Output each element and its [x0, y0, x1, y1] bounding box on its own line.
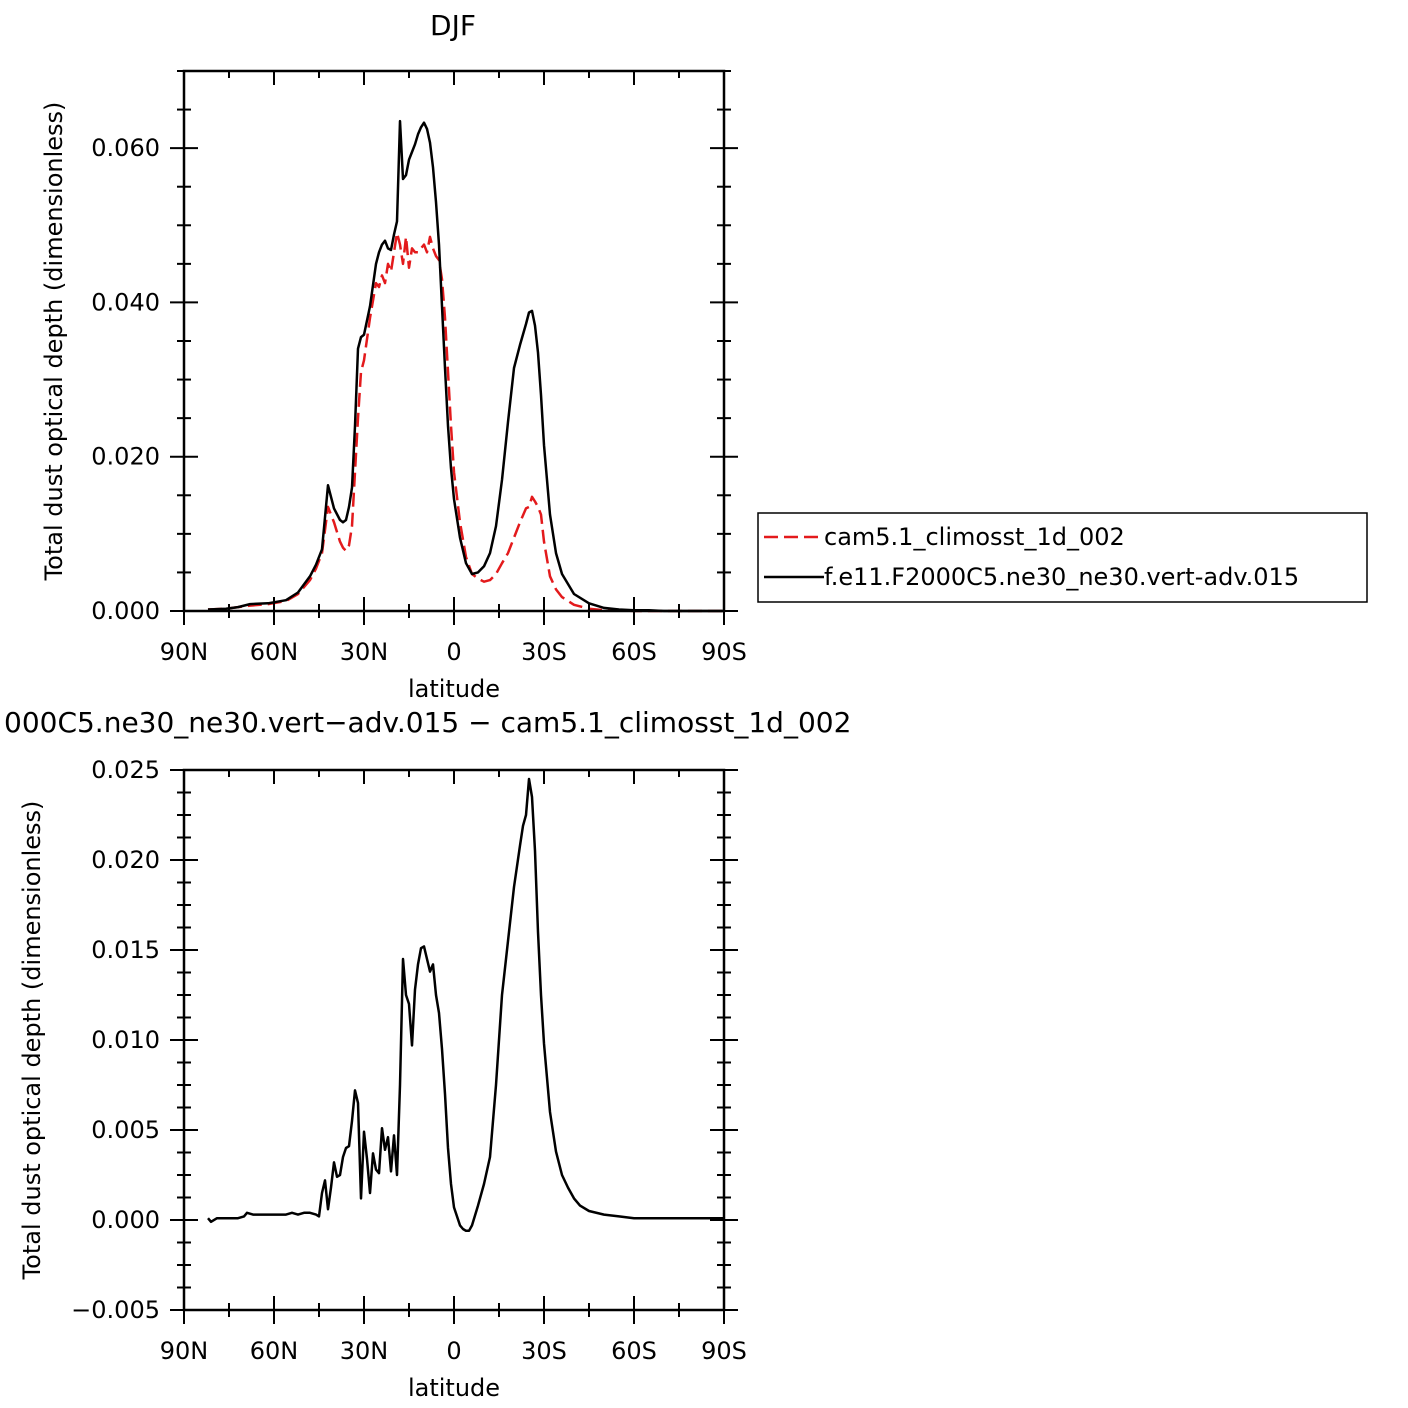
top-panel: DJF 90N 60N 30N 0 30S 60S 90S 0.000 0.020 0.040 0.… [40, 9, 1368, 703]
bottom-y-tick-label: 0.000 [91, 1206, 160, 1234]
bottom-x-axis-label: latitude [408, 1374, 500, 1402]
top-x-tick-label: 30S [521, 638, 567, 666]
top-x-tick-label: 30N [340, 638, 389, 666]
bottom-x-tick-label: 30N [340, 1337, 389, 1365]
bottom-y-tick-label: 0.025 [91, 756, 160, 784]
top-x-tick-label: 60N [250, 638, 299, 666]
legend-label-f-e11: f.e11.F2000C5.ne30_ne30.vert-adv.015 [824, 563, 1299, 591]
bottom-y-tick-label: 0.020 [91, 846, 160, 874]
top-series-line-1 [207, 119, 724, 613]
bottom-panel: 000C5.ne30_ne30.vert−adv.015 − cam5.1_cl… [4, 706, 851, 1402]
top-x-axis-label: latitude [408, 675, 500, 703]
bottom-panel-ticks: 90N 60N 30N 0 30S 60S 90S −0.005 0.000 0.005 0.010… [71, 756, 747, 1365]
top-y-tick-label: 0.040 [91, 288, 160, 316]
top-y-tick-label: 0.000 [91, 597, 160, 625]
top-y-tick-label: 0.060 [91, 134, 160, 162]
bottom-x-tick-label: 60S [611, 1337, 657, 1365]
bottom-y-tick-label: 0.005 [91, 1116, 160, 1144]
top-panel-lines [207, 119, 724, 613]
bottom-y-tick-label: −0.005 [71, 1296, 160, 1324]
bottom-panel-title: 000C5.ne30_ne30.vert−adv.015 − cam5.1_cl… [4, 706, 851, 739]
bottom-panel-lines [207, 777, 724, 1233]
top-x-tick-label: 90S [701, 638, 747, 666]
top-y-tick-label: 0.020 [91, 443, 160, 471]
legend-box [757, 512, 1368, 603]
top-x-tick-label: 90N [160, 638, 209, 666]
bottom-y-tick-label: 0.015 [91, 936, 160, 964]
bottom-x-tick-label: 0 [446, 1337, 461, 1365]
top-x-tick-label: 60S [611, 638, 657, 666]
bottom-x-tick-label: 30S [521, 1337, 567, 1365]
bottom-x-tick-label: 90N [160, 1337, 209, 1365]
bottom-x-tick-label: 60N [250, 1337, 299, 1365]
top-x-tick-label: 0 [446, 638, 461, 666]
top-panel-title: DJF [430, 9, 476, 42]
legend-label-cam5: cam5.1_climosst_1d_002 [824, 523, 1125, 551]
legend: cam5.1_climosst_1d_002 f.e11.F2000C5.ne3… [757, 512, 1368, 603]
bottom-y-axis-label: Total dust optical depth (dimensionless) [18, 801, 46, 1281]
top-panel-frame [182, 69, 726, 613]
top-panel-ticks: 90N 60N 30N 0 30S 60S 90S 0.000 0.020 0.040 0.060 [91, 70, 747, 666]
bottom-y-tick-label: 0.010 [91, 1026, 160, 1054]
top-series-line-0 [207, 231, 724, 613]
top-y-axis-label: Total dust optical depth (dimensionless) [40, 102, 68, 582]
bottom-x-tick-label: 90S [701, 1337, 747, 1365]
bottom-series-line-0 [207, 777, 724, 1233]
bottom-panel-frame [182, 768, 726, 1312]
